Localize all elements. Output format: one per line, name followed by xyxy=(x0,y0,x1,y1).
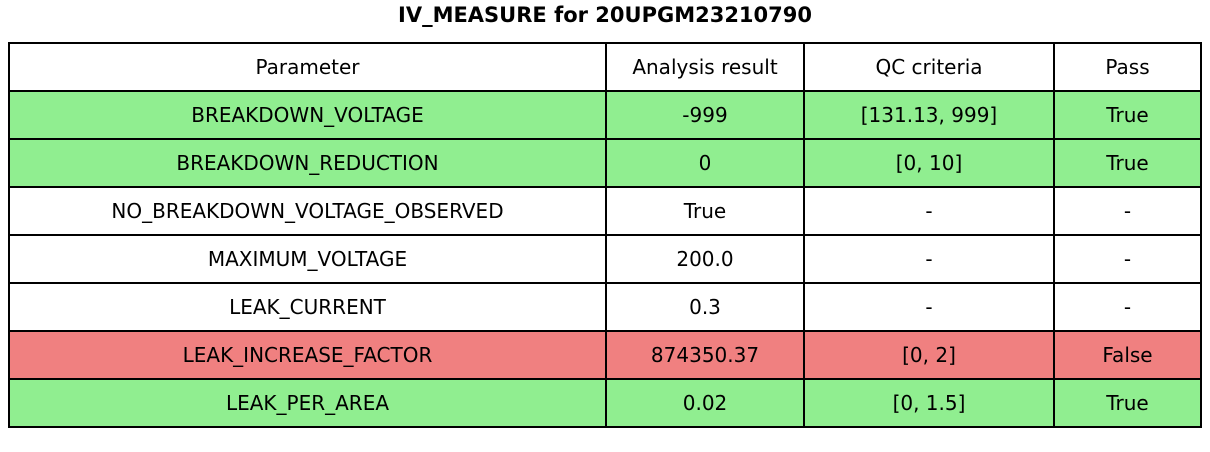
analysis-result-cell: 0 xyxy=(605,138,805,188)
analysis-result-cell: 874350.37 xyxy=(605,330,805,380)
table-row: BREAKDOWN_VOLTAGE -999 [131.13, 999] Tru… xyxy=(8,90,1202,140)
analysis-result-cell: 0.02 xyxy=(605,378,805,428)
table-row: MAXIMUM_VOLTAGE 200.0 - - xyxy=(8,234,1202,284)
column-header-parameter: Parameter xyxy=(8,42,607,92)
qc-criteria-cell: - xyxy=(803,234,1055,284)
qc-criteria-cell: [0, 2] xyxy=(803,330,1055,380)
qc-criteria-cell: - xyxy=(803,186,1055,236)
pass-cell: - xyxy=(1053,186,1202,236)
parameter-cell: LEAK_CURRENT xyxy=(8,282,607,332)
column-header-analysis-result: Analysis result xyxy=(605,42,805,92)
qc-criteria-cell: [131.13, 999] xyxy=(803,90,1055,140)
analysis-result-cell: True xyxy=(605,186,805,236)
qc-criteria-cell: - xyxy=(803,282,1055,332)
pass-cell: True xyxy=(1053,378,1202,428)
qc-criteria-cell: [0, 10] xyxy=(803,138,1055,188)
parameter-cell: BREAKDOWN_REDUCTION xyxy=(8,138,607,188)
pass-cell: - xyxy=(1053,282,1202,332)
table-row: LEAK_INCREASE_FACTOR 874350.37 [0, 2] Fa… xyxy=(8,330,1202,380)
qc-criteria-cell: [0, 1.5] xyxy=(803,378,1055,428)
analysis-result-cell: 0.3 xyxy=(605,282,805,332)
pass-cell: - xyxy=(1053,234,1202,284)
analysis-result-cell: 200.0 xyxy=(605,234,805,284)
header-row: Parameter Analysis result QC criteria Pa… xyxy=(8,42,1202,92)
column-header-pass: Pass xyxy=(1053,42,1202,92)
table-row: LEAK_CURRENT 0.3 - - xyxy=(8,282,1202,332)
table-row: BREAKDOWN_REDUCTION 0 [0, 10] True xyxy=(8,138,1202,188)
parameter-cell: LEAK_INCREASE_FACTOR xyxy=(8,330,607,380)
table-row: NO_BREAKDOWN_VOLTAGE_OBSERVED True - - xyxy=(8,186,1202,236)
parameter-cell: LEAK_PER_AREA xyxy=(8,378,607,428)
parameter-cell: MAXIMUM_VOLTAGE xyxy=(8,234,607,284)
pass-cell: True xyxy=(1053,138,1202,188)
pass-cell: False xyxy=(1053,330,1202,380)
analysis-result-cell: -999 xyxy=(605,90,805,140)
column-header-qc-criteria: QC criteria xyxy=(803,42,1055,92)
parameter-cell: NO_BREAKDOWN_VOLTAGE_OBSERVED xyxy=(8,186,607,236)
page-title: IV_MEASURE for 20UPGM23210790 xyxy=(398,3,812,27)
parameter-cell: BREAKDOWN_VOLTAGE xyxy=(8,90,607,140)
qc-results-table: Parameter Analysis result QC criteria Pa… xyxy=(8,42,1202,428)
pass-cell: True xyxy=(1053,90,1202,140)
table-row: LEAK_PER_AREA 0.02 [0, 1.5] True xyxy=(8,378,1202,428)
